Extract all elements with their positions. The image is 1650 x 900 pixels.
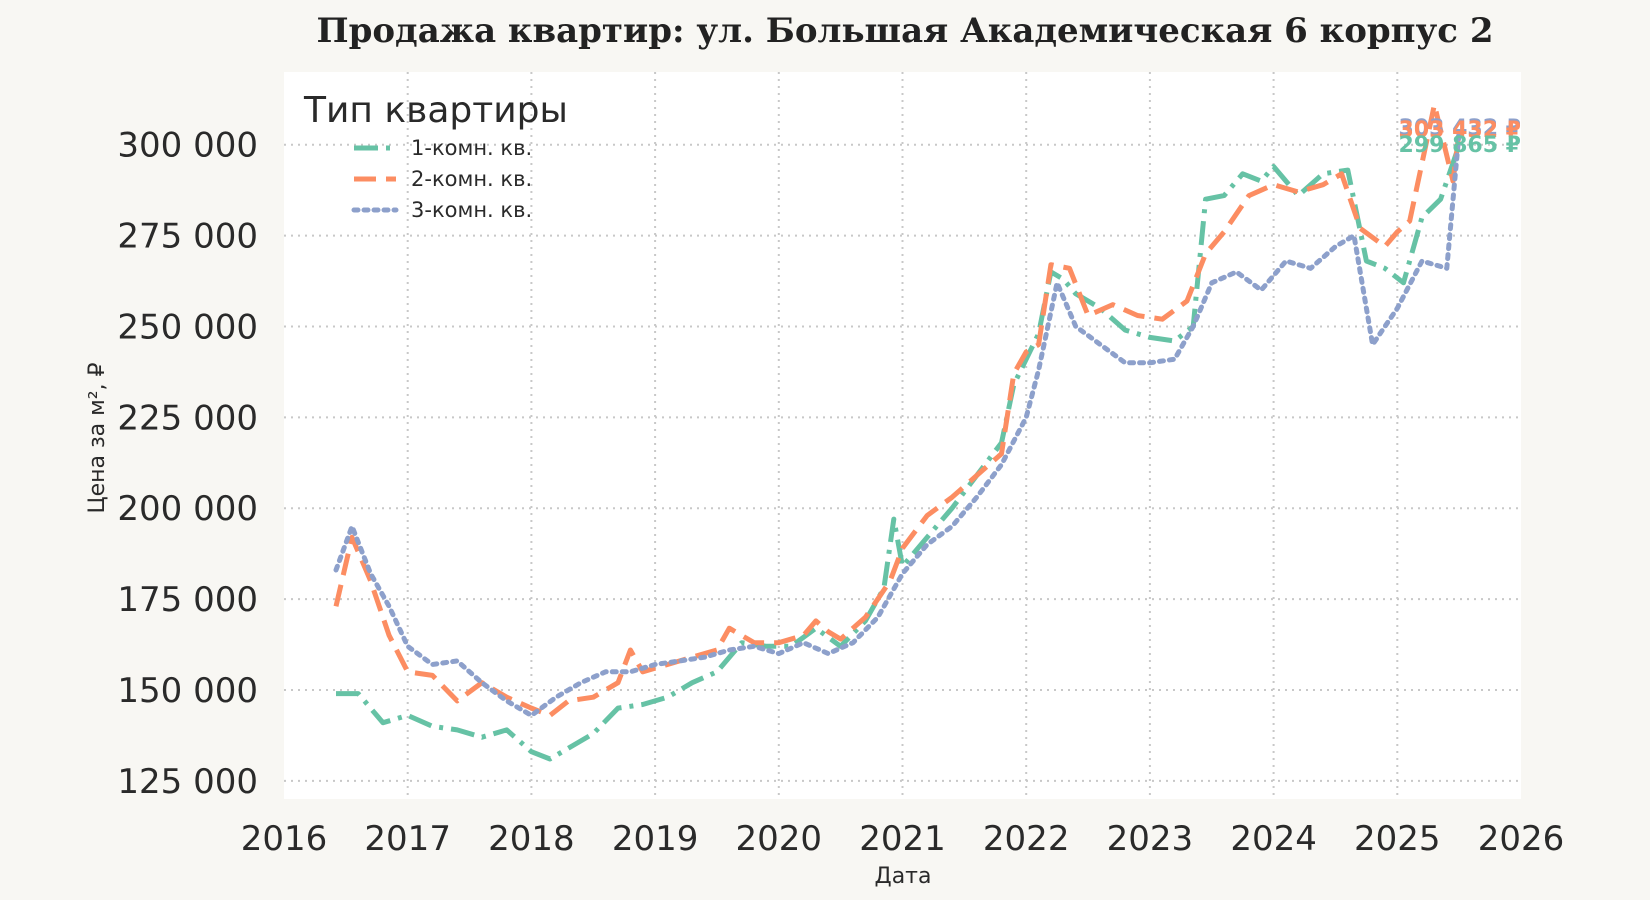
grid-lines [284,72,1521,799]
legend-label-1: 1-комн. кв. [411,136,532,160]
y-tick-label: 275 000 [117,217,258,257]
series-line-1 [336,144,1462,762]
chart-title: Продажа квартир: ул. Большая Академическ… [316,11,1493,51]
x-tick-label: 2021 [859,819,946,859]
end-value-labels: 303 432 ₽303 432 ₽299 865 ₽ [1399,116,1521,158]
x-tick-label: 2019 [612,819,699,859]
legend-label-2: 2-комн. кв. [411,167,532,191]
series-lines [333,102,1462,762]
legend: Тип квартиры 1-комн. кв. 2-комн. кв. 3-ком… [303,90,568,222]
y-tick-label: 150 000 [117,671,258,711]
y-tick-label: 125 000 [117,762,258,802]
legend-label-3: 3-комн. кв. [411,198,532,222]
plot-area [284,72,1521,799]
x-tick-label: 2018 [488,819,575,859]
y-tick-label: 300 000 [117,126,258,166]
x-tick-label: 2023 [1107,819,1194,859]
y-axis-label: Цена за м², ₽ [85,362,110,513]
end-value-label-2: 303 432 ₽ [1399,118,1521,143]
y-axis-ticks: 125 000 150 000 175 000 200 000 225 000 250 0… [117,126,258,802]
x-tick-label: 2016 [241,819,328,859]
y-tick-label: 175 000 [117,580,258,620]
y-tick-label: 250 000 [117,307,258,347]
x-tick-label: 2025 [1354,819,1441,859]
y-tick-label: 225 000 [117,398,258,438]
x-tick-label: 2026 [1478,819,1565,859]
x-axis-ticks: 2016 2017 2018 2019 2020 2021 2022 2023 2024 2025… [241,819,1565,859]
x-tick-label: 2024 [1230,819,1317,859]
legend-title: Тип квартиры [303,90,568,131]
end-value-label-1: 299 865 ₽ [1399,133,1521,158]
series-line-3 [333,129,1462,718]
x-axis-label: Дата [875,864,932,889]
y-tick-label: 200 000 [117,489,258,529]
x-tick-label: 2017 [364,819,451,859]
x-tick-label: 2022 [983,819,1070,859]
end-value-label-3: 303 432 ₽ [1399,116,1521,141]
x-tick-label: 2020 [736,819,823,859]
